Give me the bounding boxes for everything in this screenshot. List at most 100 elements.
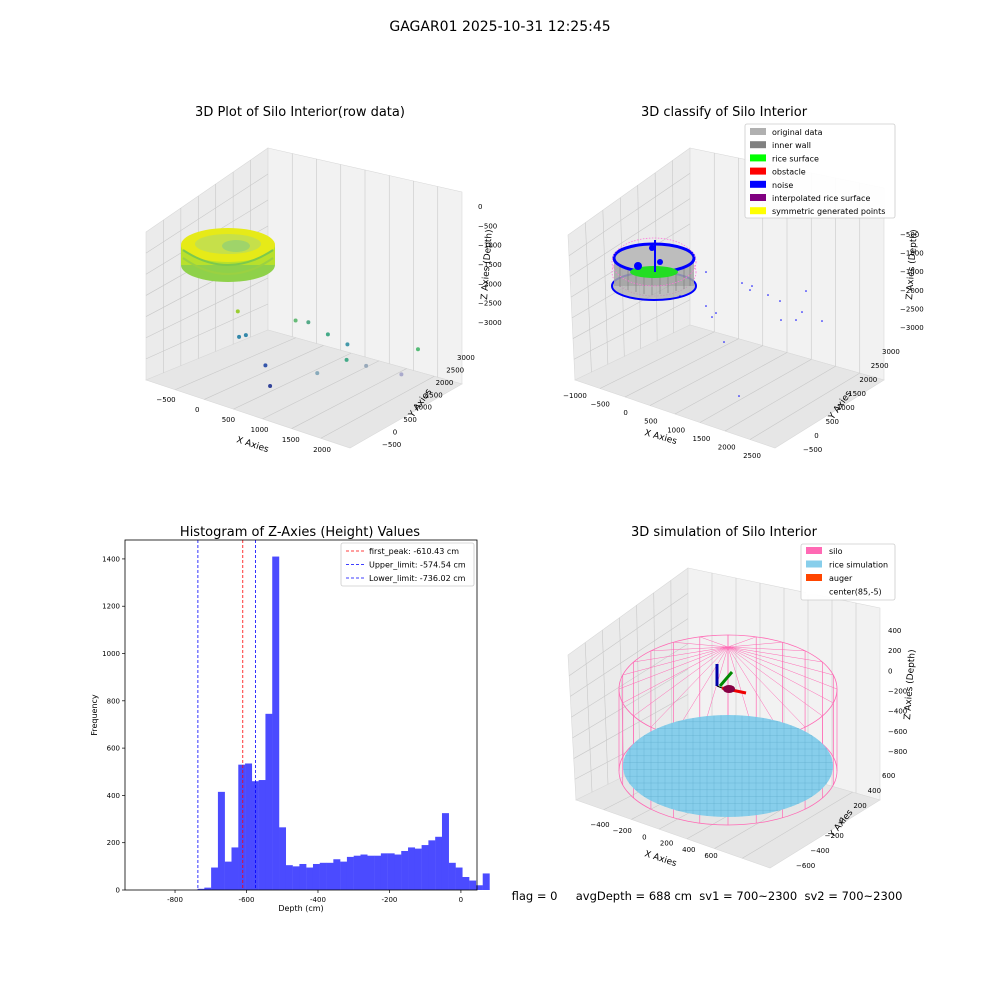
histogram-bar	[238, 764, 246, 890]
x-tick-label: 400	[682, 846, 695, 854]
legend-entry: Upper_limit: -574.54 cm	[369, 561, 466, 570]
y-tick-label: 0	[814, 432, 818, 440]
y-tick-label: 400	[107, 792, 120, 800]
noise-point	[715, 312, 717, 314]
simulation-rice-surface	[623, 715, 833, 817]
legend-entry: first_peak: -610.43 cm	[369, 547, 459, 556]
y-tick-label: 1000	[414, 404, 432, 412]
outlier-point	[364, 363, 369, 368]
z-tick-label: −2000	[478, 280, 502, 288]
z-tick-label: −2500	[900, 305, 924, 313]
y-tick-label: −600	[796, 862, 815, 870]
y-tick-label: 800	[107, 697, 120, 705]
histogram-bar	[441, 813, 449, 890]
noise-point	[805, 290, 807, 292]
legend-swatch	[750, 141, 766, 149]
histogram-bar	[475, 885, 483, 890]
histogram-bar	[204, 887, 212, 890]
y-tick-label: 0	[839, 817, 843, 825]
z-tick-label: −3000	[900, 324, 924, 332]
noise-point	[801, 311, 803, 313]
figure-title: GAGAR01 2025-10-31 12:25:45	[389, 19, 610, 35]
histogram-bar	[401, 850, 409, 890]
z-tick-label: 200	[888, 647, 901, 655]
noise-point	[738, 395, 740, 397]
histogram-y-ticks: 0 200 400 600 800 1000 1200 1400	[102, 555, 125, 895]
x-tick-label: 1500	[282, 436, 300, 444]
legend-swatch	[806, 587, 822, 595]
histogram-bar	[435, 836, 443, 890]
y-tick-label: −200	[825, 832, 844, 840]
x-tick-label: 1500	[693, 435, 711, 443]
outlier-point	[237, 334, 242, 339]
noise-point	[741, 282, 743, 284]
z-tick-label: −800	[888, 748, 907, 756]
histogram-bar	[367, 855, 375, 890]
legend-entry: Lower_limit: -736.02 cm	[369, 574, 466, 583]
legend-swatch	[750, 207, 766, 215]
classify-plot-silo	[611, 237, 697, 301]
outlier-point	[345, 342, 350, 347]
z-tick-label: −1500	[478, 261, 502, 269]
histogram-bar	[380, 853, 388, 890]
simulation-3d-plot: 3D simulation of Silo Interior silo rice …	[567, 525, 918, 870]
y-tick-label: 200	[107, 839, 120, 847]
x-tick-label: 0	[459, 896, 463, 904]
noise-point	[779, 300, 781, 302]
z-tick-label: −600	[888, 728, 907, 736]
histogram-bar	[217, 791, 225, 890]
histogram-x-ticks: -800 -600 -400 -200 0	[167, 890, 463, 904]
y-tick-label: 1400	[102, 555, 120, 563]
outlier-point	[344, 357, 349, 362]
z-tick-label: −500	[478, 222, 497, 230]
x-tick-label: 2500	[743, 452, 761, 460]
x-tick-label: 200	[660, 840, 673, 848]
noise-point	[795, 319, 797, 321]
x-tick-label: −1000	[563, 392, 587, 400]
raw-plot-x-ticks: −500 0 500 1000 1500 2000	[156, 396, 331, 454]
simulation-plot-title: 3D simulation of Silo Interior	[631, 525, 818, 540]
histogram-bar	[299, 863, 307, 890]
simulation-auger	[715, 664, 747, 695]
outlier-point	[268, 383, 273, 388]
y-tick-label: 1500	[848, 390, 866, 398]
noise-point	[705, 271, 707, 273]
outlier-point	[306, 320, 311, 325]
z-tick-label: −1000	[478, 242, 502, 250]
x-tick-label: 2000	[718, 443, 736, 451]
outlier-point	[235, 309, 240, 314]
z-tick-label: 0	[888, 667, 892, 675]
x-tick-label: −400	[590, 821, 609, 829]
noise-point	[751, 285, 753, 287]
x-tick-label: 0	[195, 406, 199, 414]
z-tick-label: −500	[900, 231, 919, 239]
histogram-bar	[224, 861, 232, 890]
y-tick-label: 1500	[425, 391, 443, 399]
outlier-point	[315, 371, 320, 376]
histogram-bar	[414, 848, 422, 890]
raw-plot-outlier-points	[235, 309, 420, 388]
z-tick-label: −3000	[478, 319, 502, 327]
legend-entry: obstacle	[772, 168, 806, 177]
histogram-bar	[312, 863, 320, 890]
classify-plot-noise-points	[679, 271, 823, 397]
histogram-bar	[360, 854, 368, 890]
noise-point	[780, 319, 782, 321]
y-tick-label: 1000	[102, 650, 120, 658]
histogram-bar	[346, 856, 354, 890]
y-tick-label: 0	[393, 429, 397, 437]
y-tick-label: 2000	[859, 376, 877, 384]
legend-entry: interpolated rice surface	[772, 194, 870, 203]
y-tick-label: −400	[810, 847, 829, 855]
y-tick-label: 1200	[102, 603, 120, 611]
z-tick-label: 400	[888, 627, 901, 635]
y-tick-label: 3000	[882, 348, 900, 356]
outlier-point	[415, 347, 420, 352]
classify-3d-plot: 3D classify of Silo Interior	[563, 105, 924, 460]
histogram-bar	[333, 859, 341, 890]
legend-swatch	[750, 128, 766, 135]
simulation-plot-x-label: X Axies	[643, 849, 678, 869]
simulation-plot-x-ticks: −400 −200 0 200 400 600	[590, 821, 717, 860]
x-tick-label: -200	[382, 896, 398, 904]
histogram-bar	[272, 556, 280, 890]
